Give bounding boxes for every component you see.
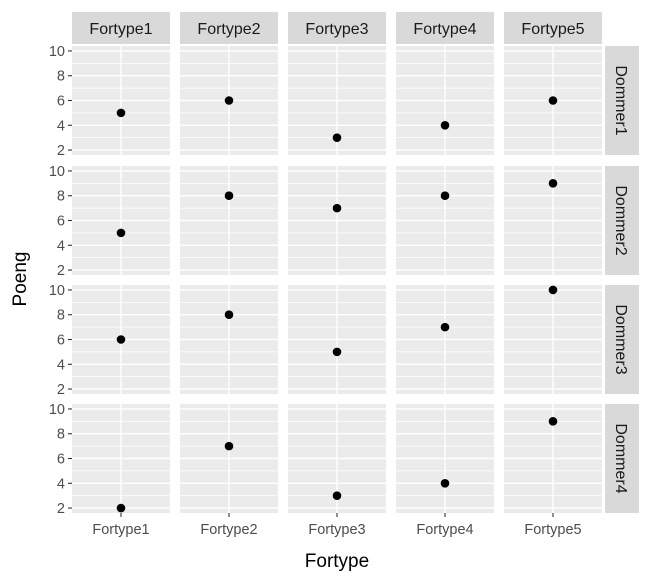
y-tick-label: 2 [57,263,65,279]
panel-2-5 [504,166,602,275]
y-tick-label: 10 [49,283,65,299]
column-strip-3 [288,12,386,44]
column-strip-label: Fortype3 [305,21,368,38]
data-point-Dommer1-Fortype3 [332,133,342,142]
data-point-Dommer4-Fortype5 [548,417,558,426]
data-point-Dommer4-Fortype2 [224,441,234,451]
data-point-Dommer3-Fortype4 [440,322,450,332]
y-tick-label: 8 [57,308,65,324]
data-point-Dommer1-Fortype4 [440,120,450,130]
y-tick-label: 10 [49,402,65,418]
y-tick-label: 4 [57,238,65,254]
column-strip-4 [396,12,494,44]
row-strip-label: Dommer4 [612,423,629,493]
panel-1-1 [72,46,170,155]
x-tick-label: Fortype5 [524,522,581,538]
panel-3-5 [504,285,602,394]
row-strip-2 [605,166,639,275]
data-point-Dommer4-Fortype1 [116,503,126,513]
panel-4-4 [396,404,494,513]
x-tick-label: Fortype4 [416,522,473,538]
row-strip-4 [605,404,639,513]
row-strip-1 [605,46,639,155]
row-strip-label: Dommer3 [612,304,629,374]
panel-2-2 [180,166,278,275]
column-strip-1 [72,12,170,44]
data-point-Dommer3-Fortype3 [332,347,342,357]
y-tick-label: 10 [49,44,65,60]
data-point-Dommer3-Fortype1 [116,335,126,344]
panel-1-5 [504,46,602,155]
panel-3-2 [180,285,278,394]
data-point-Dommer2-Fortype3 [332,203,342,213]
y-tick-label: 2 [57,143,65,159]
y-tick-label: 2 [57,501,65,517]
data-point-Dommer3-Fortype5 [548,285,558,295]
column-strip-label: Fortype5 [521,21,584,38]
data-point-Dommer1-Fortype2 [224,96,234,105]
panel-1-3 [288,46,386,155]
y-tick-label: 4 [57,357,65,373]
panel-4-5 [504,404,602,513]
panel-4-3 [288,404,386,513]
row-strips: Dommer1 Dommer2 Dommer3 Dommer4 [605,46,639,513]
column-strip-label: Fortype4 [413,21,476,38]
row-strip-label: Dommer2 [612,185,629,255]
data-point-Dommer2-Fortype5 [548,179,558,188]
column-strip-label: Fortype2 [197,21,260,38]
data-point-Dommer4-Fortype4 [440,478,450,488]
y-axes: 2 4 6 8 10 2 4 6 8 10 2 4 6 8 10 2 4 6 8 10 [49,44,72,517]
y-tick-label: 6 [57,94,65,110]
y-tick-label: 6 [57,333,65,349]
y-tick-label: 8 [57,69,65,85]
y-axis-title: Poeng [10,252,31,307]
data-point-Dommer1-Fortype5 [548,96,558,105]
data-point-Dommer2-Fortype1 [116,228,126,238]
data-point-Dommer1-Fortype1 [116,108,126,118]
panel-1-4 [396,46,494,155]
panel-2-1 [72,166,170,275]
y-tick-label: 6 [57,214,65,230]
y-tick-label: 8 [57,189,65,205]
y-tick-label: 4 [57,476,65,492]
y-tick-label: 2 [57,382,65,398]
column-strip-2 [180,12,278,44]
x-tick-label: Fortype2 [200,522,257,538]
panel-3-4 [396,285,494,394]
x-axis-title: Fortype [305,551,369,572]
panel-4-2 [180,404,278,513]
panel-2-3 [288,166,386,275]
y-tick-label: 4 [57,118,65,134]
y-tick-label: 10 [49,164,65,180]
panel-3-3 [288,285,386,394]
panels [72,46,602,513]
data-point-Dommer2-Fortype4 [440,191,450,201]
panel-2-4 [396,166,494,275]
y-tick-label: 6 [57,452,65,468]
row-strip-3 [605,285,639,394]
panel-1-2 [180,46,278,155]
column-strip-5 [504,12,602,44]
column-strips: Fortype1 Fortype2 Fortype3 Fortype4 Fortype5 [72,12,602,44]
row-strip-label: Dommer1 [612,65,629,135]
column-strip-label: Fortype1 [89,21,152,38]
panel-4-1 [72,404,170,513]
panel-3-1 [72,285,170,394]
x-tick-label: Fortype1 [92,522,149,538]
data-point-Dommer3-Fortype2 [224,310,234,320]
x-tick-label: Fortype3 [308,522,365,538]
y-tick-label: 8 [57,427,65,443]
x-axis: Fortype1 Fortype2 Fortype3 Fortype4 Fortype5 [92,513,582,538]
data-point-Dommer4-Fortype3 [332,491,342,500]
data-point-Dommer2-Fortype2 [224,191,234,201]
